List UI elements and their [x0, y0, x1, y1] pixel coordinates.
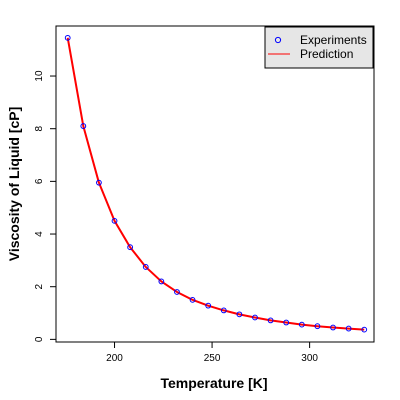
- experiment-point: [96, 179, 102, 186]
- experiment-point: [267, 317, 274, 324]
- experiment-point: [220, 307, 227, 314]
- experiment-point: [80, 123, 87, 129]
- y-axis: 0 2 4 6 8 10: [34, 70, 56, 342]
- x-axis: 200 250 300: [106, 342, 318, 364]
- experiment-point: [314, 323, 321, 330]
- experiment-point: [158, 278, 165, 285]
- y-tick-label: 10: [34, 70, 45, 82]
- x-tick-label: 250: [204, 353, 221, 364]
- legend: Experiments Prediction: [264, 26, 374, 69]
- experiment-point: [189, 296, 196, 303]
- experiment-point: [298, 321, 305, 328]
- experiment-point: [205, 302, 212, 309]
- experiment-point: [361, 326, 368, 333]
- experiment-point: [127, 244, 134, 251]
- series-layer: [64, 34, 368, 333]
- experiment-point: [111, 217, 118, 224]
- legend-label-prediction: Prediction: [300, 47, 353, 61]
- legend-marker-experiments: [274, 36, 282, 44]
- legend-box: [264, 26, 374, 69]
- experiment-point: [283, 319, 290, 326]
- x-tick-label: 200: [106, 353, 123, 364]
- y-tick-label: 6: [34, 178, 45, 184]
- y-tick-label: 8: [34, 125, 45, 131]
- y-tick-label: 4: [34, 231, 45, 237]
- experiment-point: [174, 289, 180, 295]
- experiment-point: [142, 264, 149, 270]
- experiment-point: [64, 34, 71, 41]
- x-tick-label: 300: [301, 353, 318, 364]
- y-tick-label: 2: [34, 283, 45, 289]
- plot-frame: [55, 25, 375, 343]
- y-tick-label: 0: [34, 336, 45, 342]
- prediction-line: [66, 37, 365, 331]
- legend-label-experiments: Experiments: [300, 33, 367, 47]
- experiment-point: [252, 314, 258, 321]
- experiment-point: [345, 325, 352, 332]
- experiment-point: [330, 324, 336, 331]
- experiment-point: [236, 311, 243, 318]
- x-axis-title: Temperature [K]: [160, 375, 267, 391]
- y-axis-title: Viscosity of Liquid [cP]: [6, 107, 22, 262]
